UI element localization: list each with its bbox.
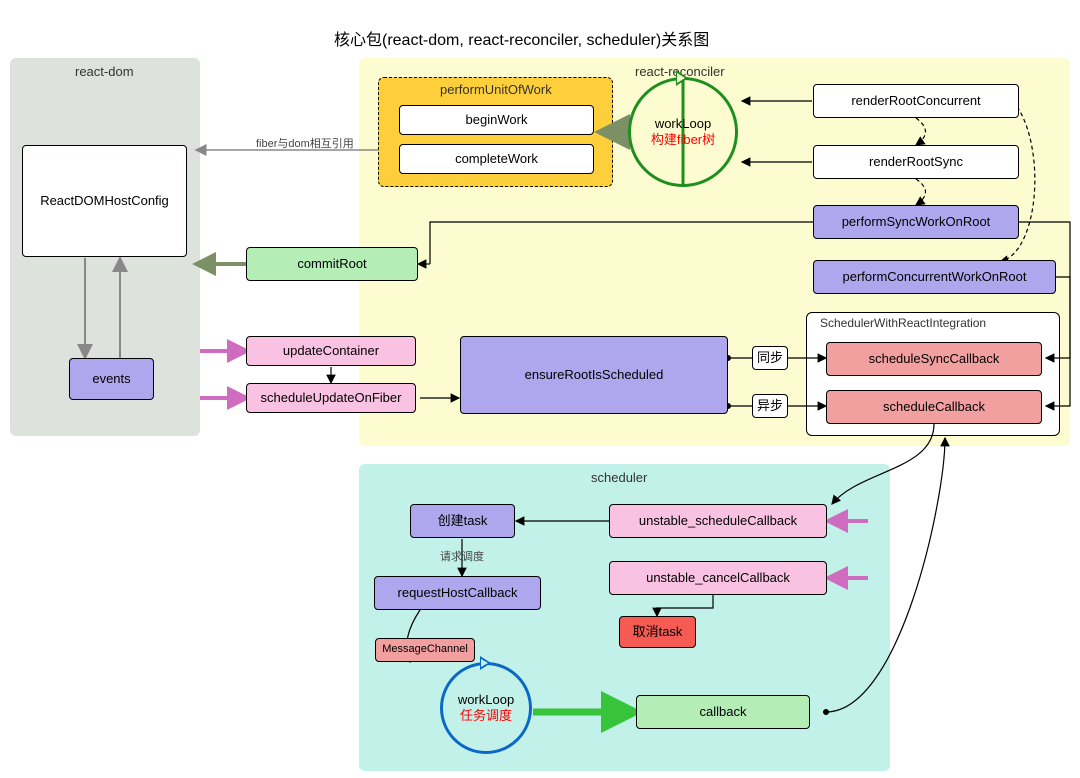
- node-ensureRoot: ensureRootIsScheduled: [460, 336, 728, 414]
- node-performSyncWork: performSyncWorkOnRoot: [813, 205, 1019, 239]
- node-messageChannel: MessageChannel: [375, 638, 475, 662]
- play-icon-2-inner: [481, 659, 488, 667]
- node-callback: callback: [636, 695, 810, 729]
- workloop-sched-l2: 任务调度: [460, 708, 512, 724]
- node-performConcurrentWork: performConcurrentWorkOnRoot: [813, 260, 1056, 294]
- node-requestHostCallback: requestHostCallback: [374, 576, 541, 610]
- diagram-canvas: { "title": "核心包(react-dom, react-reconci…: [0, 0, 1080, 778]
- node-createTask: 创建task: [410, 504, 515, 538]
- play-icon-inner: [677, 73, 685, 83]
- node-renderRootSync: renderRootSync: [813, 145, 1019, 179]
- node-commitRoot: commitRoot: [246, 247, 418, 281]
- node-scheduleCallback: scheduleCallback: [826, 390, 1042, 424]
- diagram-title: 核心包(react-dom, react-reconciler, schedul…: [334, 26, 709, 50]
- label-req-sched: 请求调度: [440, 548, 484, 564]
- workloop-fiber-l2: 构建fiber树: [651, 132, 715, 148]
- node-completeWork: completeWork: [399, 144, 594, 174]
- label-scheduler: scheduler: [591, 470, 647, 485]
- node-unstableCancel: unstable_cancelCallback: [609, 561, 827, 595]
- label-sched-integration: SchedulerWithReactIntegration: [820, 316, 986, 330]
- node-renderRootConcurrent: renderRootConcurrent: [813, 84, 1019, 118]
- node-scheduleSyncCallback: scheduleSyncCallback: [826, 342, 1042, 376]
- node-updateContainer: updateContainer: [246, 336, 416, 366]
- node-unstableSchedule: unstable_scheduleCallback: [609, 504, 827, 538]
- node-cancelTask: 取消task: [619, 616, 696, 648]
- node-beginWork: beginWork: [399, 105, 594, 135]
- node-async: 异步: [752, 394, 788, 418]
- node-scheduleUpdateOnFiber: scheduleUpdateOnFiber: [246, 383, 416, 413]
- label-performUnitOfWork: performUnitOfWork: [440, 82, 552, 97]
- node-reactDOMHostConfig: ReactDOMHostConfig: [22, 145, 187, 257]
- workloop-fiber: workLoop 构建fiber树: [628, 77, 738, 187]
- label-fiber-dom: fiber与dom相互引用: [256, 135, 354, 151]
- node-events: events: [69, 358, 154, 400]
- workloop-sched: workLoop 任务调度: [440, 662, 532, 754]
- node-sync: 同步: [752, 346, 788, 370]
- workloop-fiber-l1: workLoop: [655, 116, 711, 132]
- label-react-dom: react-dom: [75, 64, 134, 79]
- workloop-sched-l1: workLoop: [458, 692, 514, 708]
